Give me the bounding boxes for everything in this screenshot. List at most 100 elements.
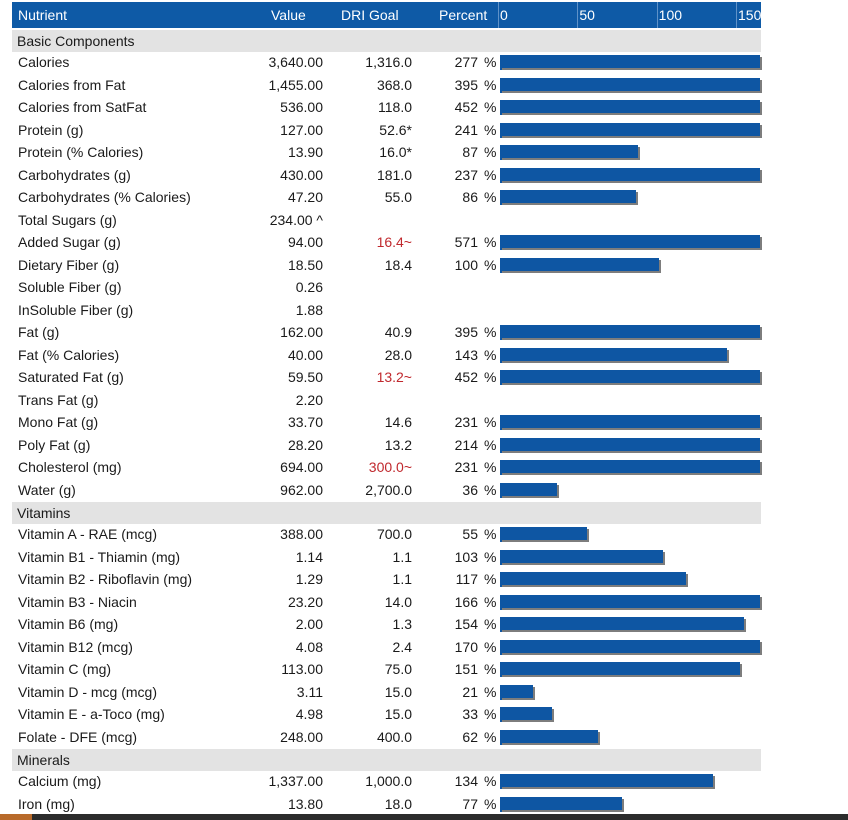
bar-baseline: [500, 437, 502, 453]
bar-baseline: [500, 100, 502, 115]
axis-gridline: [498, 2, 499, 28]
section-title: Basic Components: [17, 33, 135, 49]
dri-goal: 18.4: [384, 256, 412, 273]
footer-accent: [0, 814, 32, 820]
percent-unit: %: [484, 166, 497, 183]
dri-goal: 1.3: [392, 616, 412, 632]
percent-bar: [500, 145, 639, 158]
table-row: Vitamin B1 - Thiamin (mg) 1.14 1.1 103%: [12, 546, 761, 569]
bar-baseline: [500, 482, 502, 498]
nutrient-name: InSoluble Fiber (g): [18, 301, 134, 318]
bar-baseline: [500, 617, 502, 632]
nutrient-value: 162.00: [280, 324, 323, 340]
percent-unit: %: [484, 189, 497, 205]
table-row: Total Sugars (g) 234.00 ^: [12, 209, 761, 232]
dri-goal: 75.0: [384, 661, 412, 677]
dri-goal: 52.6*: [379, 121, 412, 138]
percent-bar: [500, 572, 686, 585]
percent-unit: %: [484, 616, 497, 632]
table-row: Dietary Fiber (g) 18.50 18.4 100%: [12, 254, 761, 277]
table-row: Calories 3,640.00 1,316.0 277%: [12, 51, 762, 74]
dri-goal: 300.0~: [368, 459, 412, 475]
percent-bar: [500, 617, 745, 630]
nutrient-name: Vitamin B1 - Thiamin (mg): [18, 548, 181, 565]
nutrient-name: Vitamin B2 - Riboflavin (mg): [18, 571, 193, 587]
percent-bar: [500, 325, 760, 338]
percent-value: 86: [462, 189, 478, 205]
dri-goal: 16.0*: [379, 144, 412, 160]
percent-bar: [500, 639, 760, 653]
dri-goal: 1,000.0: [365, 773, 412, 789]
percent-bar: [500, 774, 713, 787]
bar-baseline: [500, 370, 502, 385]
percent-unit: %: [484, 324, 497, 340]
dri-goal: 1.1: [392, 548, 412, 565]
dri-goal: 55.0: [384, 189, 412, 205]
percent-value: 277: [454, 54, 478, 70]
nutrient-name: Trans Fat (g): [18, 391, 99, 408]
bar-baseline: [500, 460, 502, 475]
nutrient-value: 28.20: [287, 436, 323, 453]
bar-baseline: [500, 347, 502, 363]
nutrient-value: 248.00: [280, 728, 323, 745]
nutrient-name: Saturated Fat (g): [18, 369, 124, 385]
nutrient-name: Vitamin E - a-Toco (mg): [18, 706, 165, 722]
bar-baseline: [500, 707, 502, 722]
table-row: Calories from SatFat 536.00 118.0 452%: [12, 96, 762, 119]
nutrient-value: 23.20: [287, 593, 323, 610]
dri-goal: 700.0: [376, 526, 412, 542]
percent-bar: [500, 707, 553, 720]
section-title: Vitamins: [17, 505, 71, 521]
percent-bar: [500, 460, 760, 473]
percent-bar: [500, 549, 664, 563]
percent-value: 55: [462, 526, 478, 542]
dri-goal: 400.0: [376, 728, 412, 745]
bar-baseline: [500, 190, 502, 205]
table-row: Vitamin B12 (mcg) 4.08 2.4 170%: [12, 636, 762, 659]
percent-value: 395: [454, 76, 478, 93]
section-title: Minerals: [17, 752, 70, 768]
nutrient-name: Calories from SatFat: [18, 99, 147, 115]
axis-tick-label: 150: [738, 7, 762, 23]
table-row: Soluble Fiber (g) 0.26: [12, 276, 761, 299]
percent-value: 170: [454, 638, 478, 655]
nutrient-name: Calories from Fat: [18, 76, 126, 93]
dri-goal: 14.6: [384, 414, 412, 430]
table-row: Fat (% Calories) 40.00 28.0 143%: [12, 344, 761, 367]
nutrient-value: 59.50: [287, 369, 323, 385]
nutrient-name: Vitamin A - RAE (mcg): [18, 526, 158, 542]
bar-baseline: [500, 684, 502, 700]
percent-unit: %: [484, 436, 497, 453]
axis-gridline: [736, 2, 737, 28]
percent-unit: %: [484, 459, 497, 475]
nutrient-value: 40.00: [287, 346, 323, 363]
percent-unit: %: [484, 706, 497, 722]
nutrient-name: Water (g): [18, 481, 76, 498]
bar-baseline: [500, 796, 502, 812]
nutrient-value: 127.00: [280, 121, 323, 138]
dri-goal: 368.0: [376, 76, 412, 93]
dri-goal: 13.2~: [376, 369, 412, 385]
header-dri-goal: DRI Goal: [341, 7, 399, 23]
dri-goal: 13.2: [384, 436, 412, 453]
nutrient-value: 47.20: [287, 189, 323, 205]
percent-unit: %: [484, 54, 497, 70]
percent-value: 231: [454, 459, 478, 475]
nutrient-name: Vitamin B3 - Niacin: [18, 593, 137, 610]
percent-value: 21: [462, 683, 478, 700]
table-row: Mono Fat (g) 33.70 14.6 231%: [12, 411, 762, 434]
nutrient-value: 3.11: [296, 683, 323, 700]
nutrient-name: Protein (g): [18, 121, 84, 138]
nutrient-value: 694.00: [280, 459, 323, 475]
percent-bar: [500, 235, 760, 248]
percent-unit: %: [484, 346, 497, 363]
table-row: Vitamin B3 - Niacin 23.20 14.0 166%: [12, 591, 762, 614]
percent-unit: %: [484, 414, 497, 430]
percent-value: 241: [454, 121, 478, 138]
percent-value: 237: [454, 166, 478, 183]
nutrient-name: Vitamin B12 (mcg): [18, 638, 133, 655]
table-row: Carbohydrates (g) 430.00 181.0 237%: [12, 164, 762, 187]
percent-bar: [500, 190, 637, 203]
header-nutrient: Nutrient: [18, 7, 68, 23]
table-row: Fat (g) 162.00 40.9 395%: [12, 321, 762, 344]
